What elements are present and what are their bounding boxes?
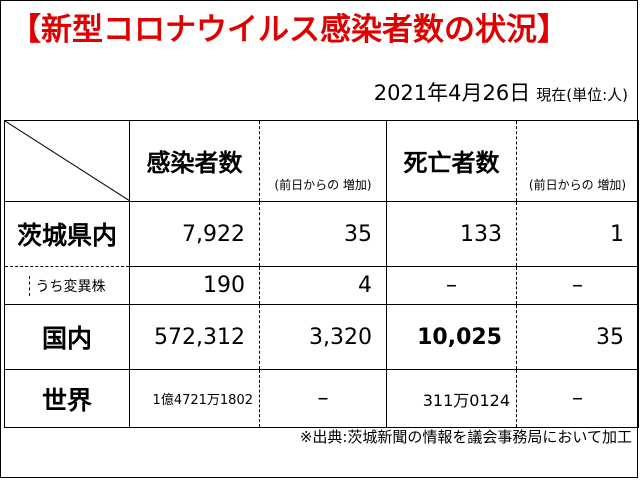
cell-infections-increase: 4: [259, 266, 387, 305]
table-row: 茨城県内 7,922 35 133 1: [4, 201, 639, 267]
header-infections: 感染者数: [129, 120, 260, 201]
table-row: 国内 572,312 3,320 10,025 35: [4, 304, 639, 370]
table-row: 世界 1億4721万1802 – 311万0124 –: [4, 369, 639, 428]
page-title: 【新型コロナウイルス感染者数の状況】: [10, 12, 568, 48]
cell-deaths: 311万0124: [386, 369, 517, 428]
row-label-ibaraki: 茨城県内: [4, 201, 130, 267]
row-label-world: 世界: [4, 369, 130, 428]
cell-deaths: 10,025: [386, 304, 517, 370]
cell-deaths: –: [386, 266, 517, 305]
variant-label-text: うち変異株: [28, 275, 106, 296]
diagonal-line: [5, 121, 130, 201]
report-date: 2021年4月26日: [373, 81, 531, 105]
statistics-table: 感染者数 (前日からの 増加) 死亡者数 (前日からの 増加) 茨城県内 7,9…: [4, 120, 639, 428]
cell-infections-increase: 3,320: [259, 304, 387, 370]
header-deaths-increase: (前日からの 増加): [516, 120, 639, 202]
cell-deaths-increase: 1: [516, 201, 639, 267]
header-deaths: 死亡者数: [386, 120, 517, 201]
cell-infections: 7,922: [129, 201, 260, 267]
cell-deaths-increase: –: [516, 266, 639, 305]
cell-infections-increase: –: [259, 369, 387, 428]
as-of-unit: 現在(単位:人): [536, 86, 628, 104]
cell-deaths-increase: –: [516, 369, 639, 428]
cell-infections: 572,312: [129, 304, 260, 370]
row-label-japan: 国内: [4, 304, 130, 370]
corner-cell: [4, 120, 130, 202]
header-infections-increase: (前日からの 増加): [259, 120, 387, 202]
date-line: 2021年4月26日 現在(単位:人): [374, 80, 628, 108]
row-label-variant: うち変異株: [4, 266, 130, 305]
cell-infections: 1億4721万1802: [129, 369, 260, 428]
cell-infections: 190: [129, 266, 260, 305]
table-row: うち変異株 190 4 – –: [4, 266, 639, 305]
header-row: 感染者数 (前日からの 増加) 死亡者数 (前日からの 増加): [4, 120, 639, 202]
cell-infections-increase: 35: [259, 201, 387, 267]
cell-deaths: 133: [386, 201, 517, 267]
source-note: ※出典:茨城新聞の情報を議会事務局において加工: [299, 428, 632, 446]
cell-deaths-increase: 35: [516, 304, 639, 370]
